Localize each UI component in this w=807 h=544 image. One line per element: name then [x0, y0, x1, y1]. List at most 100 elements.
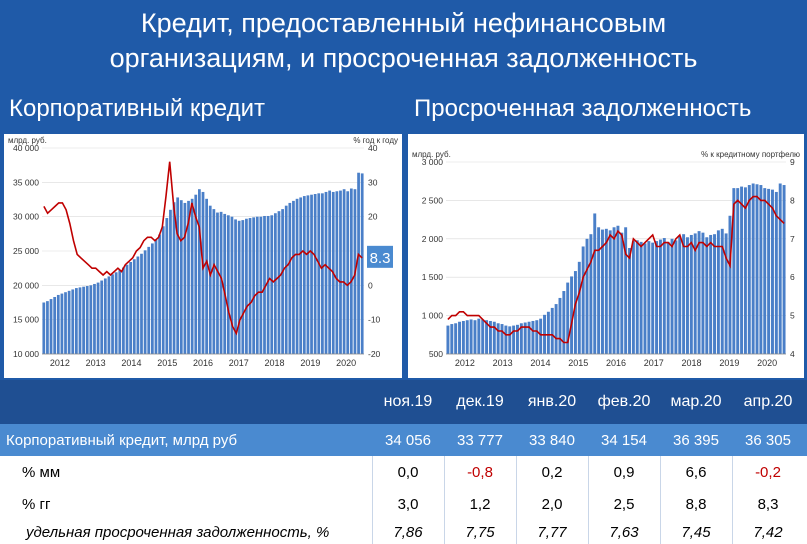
bar: [111, 274, 114, 354]
x-tick-label: 2015: [157, 358, 177, 368]
bar: [60, 293, 64, 354]
bar: [624, 227, 628, 354]
bar: [328, 190, 332, 354]
bar: [643, 243, 647, 354]
bar: [216, 212, 219, 354]
bar: [674, 240, 678, 354]
table-cell: 7,77: [537, 523, 567, 541]
table-cell: 1,2: [469, 495, 491, 513]
bar: [473, 320, 477, 354]
bar: [125, 264, 129, 354]
bar: [67, 290, 71, 354]
bar: [357, 172, 360, 354]
table-row: Корпоративный кредит, млрд руб 34 056 33…: [0, 424, 807, 456]
bar: [147, 246, 151, 354]
bar: [321, 193, 324, 354]
bar: [651, 242, 655, 354]
y-right-tick-label: 6: [790, 272, 795, 282]
y-right-tick-label: 40: [368, 143, 378, 153]
row-label: Корпоративный кредит, млрд руб: [6, 431, 238, 449]
bar: [74, 288, 78, 354]
bar: [732, 188, 736, 354]
page-title: Кредит, предоставленный нефинансовым орг…: [0, 0, 807, 86]
bar: [288, 202, 292, 354]
x-tick-label: 2015: [568, 358, 588, 368]
table-cell: 0,0: [397, 463, 419, 481]
bar: [172, 202, 176, 354]
bar: [608, 230, 612, 354]
bar: [546, 311, 550, 354]
bar: [96, 282, 100, 354]
bar: [713, 234, 716, 354]
bar: [295, 198, 299, 354]
bar: [581, 246, 585, 354]
bar: [179, 200, 183, 354]
table-cell: 34 056: [385, 431, 431, 449]
bar: [313, 194, 317, 354]
x-tick-label: 2019: [300, 358, 320, 368]
bar: [219, 211, 223, 354]
row-label: % мм: [22, 463, 61, 481]
table-cell: 0,2: [541, 463, 563, 481]
header-month: мар.20: [670, 393, 722, 410]
bar: [531, 320, 535, 354]
bar: [46, 301, 49, 354]
last-value-badge: [367, 245, 393, 268]
bar: [302, 196, 306, 354]
table-divider: [732, 456, 733, 544]
bar: [658, 239, 662, 354]
y-right-tick-label: 0: [368, 280, 373, 290]
bar: [585, 238, 589, 354]
y-right-tick-label: 30: [368, 177, 378, 187]
header-month: янв.20: [527, 393, 577, 410]
bar: [100, 280, 104, 354]
bar: [335, 191, 339, 354]
bar: [577, 261, 581, 354]
title-line-2: организациям, и просроченная задолженнос…: [109, 43, 698, 73]
bar: [284, 205, 288, 354]
bar: [678, 236, 682, 354]
bar: [504, 325, 508, 354]
table-cell: 8,8: [685, 495, 707, 513]
bar: [317, 193, 321, 354]
bar: [446, 325, 450, 354]
x-tick-label: 2013: [86, 358, 106, 368]
bar: [635, 240, 639, 354]
table-cell: 7,63: [609, 523, 639, 541]
table-divider: [444, 456, 445, 544]
bar: [342, 189, 346, 354]
bar: [339, 190, 342, 354]
bar: [129, 261, 133, 354]
bar: [516, 324, 519, 354]
bar: [550, 307, 554, 354]
y-left-tick-label: 30 000: [13, 212, 39, 222]
bar: [136, 256, 140, 354]
bar: [689, 234, 693, 354]
table-divider: [660, 456, 661, 544]
bar: [255, 216, 259, 354]
bar: [763, 188, 767, 354]
y-right-tick-label: -10: [368, 315, 381, 325]
bar: [208, 205, 212, 354]
bar: [481, 319, 485, 354]
title-line-1: Кредит, предоставленный нефинансовым: [140, 8, 667, 38]
table-cell: 36 395: [673, 431, 719, 449]
x-tick-label: 2016: [193, 358, 213, 368]
row-label: % гг: [22, 495, 51, 513]
header-month: дек.19: [456, 393, 504, 410]
bar: [360, 173, 364, 354]
bar: [226, 215, 230, 354]
bar: [601, 229, 604, 354]
y-right-tick-label: 9: [790, 157, 795, 167]
table-cell-negative: -0,8: [467, 463, 493, 481]
bar: [281, 209, 284, 354]
bar: [259, 216, 263, 354]
bar: [154, 239, 158, 354]
header-month: фев.20: [597, 393, 651, 410]
bar: [705, 237, 709, 354]
bar: [755, 184, 759, 354]
bar: [143, 250, 147, 354]
bar: [273, 213, 277, 354]
y-left-tick-label: 1 500: [422, 272, 444, 282]
bar: [639, 241, 643, 354]
